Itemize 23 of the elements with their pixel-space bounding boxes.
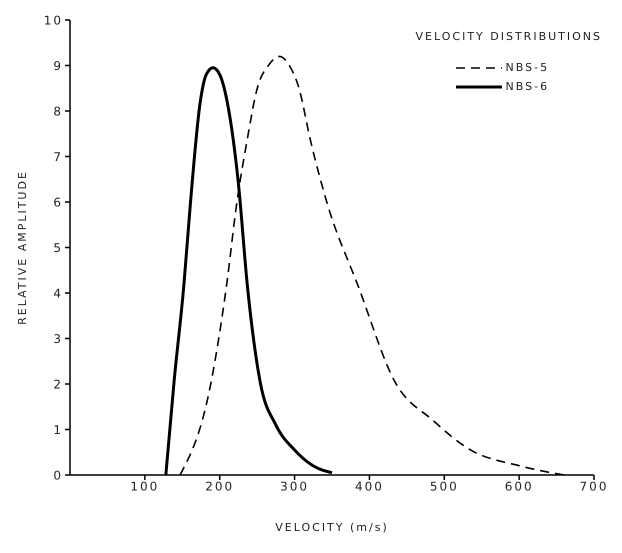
y-tick-label: 1 [53,422,63,437]
y-tick-label: 3 [53,332,63,346]
legend-label: NBS-6 [506,80,550,93]
y-tick-label: 4 [53,286,63,300]
x-tick-label: 500 [430,480,459,494]
x-tick-label: 100 [130,480,160,494]
y-tick-label: 5 [53,240,63,255]
x-tick-label: 600 [504,480,534,494]
y-tick-label: 0 [53,468,63,482]
x-tick-label: 400 [354,480,384,494]
y-tick-label: 6 [53,195,63,210]
legend-title: VELOCITY DISTRIBUTIONS [416,30,602,43]
legend-label: NBS-5 [506,61,550,74]
y-tick-label: 10 [44,13,63,28]
y-tick-label: 7 [53,150,63,164]
x-tick-label: 700 [580,480,608,494]
y-tick-label: 2 [53,377,63,392]
x-axis-title: VELOCITY (m/s) [275,521,389,534]
x-tick-label: 200 [205,480,234,494]
y-tick-label: 8 [53,104,63,118]
y-axis-title: RELATIVE AMPLITUDE [16,170,29,325]
x-tick-label: 300 [280,480,310,494]
y-tick-label: 9 [53,58,63,73]
